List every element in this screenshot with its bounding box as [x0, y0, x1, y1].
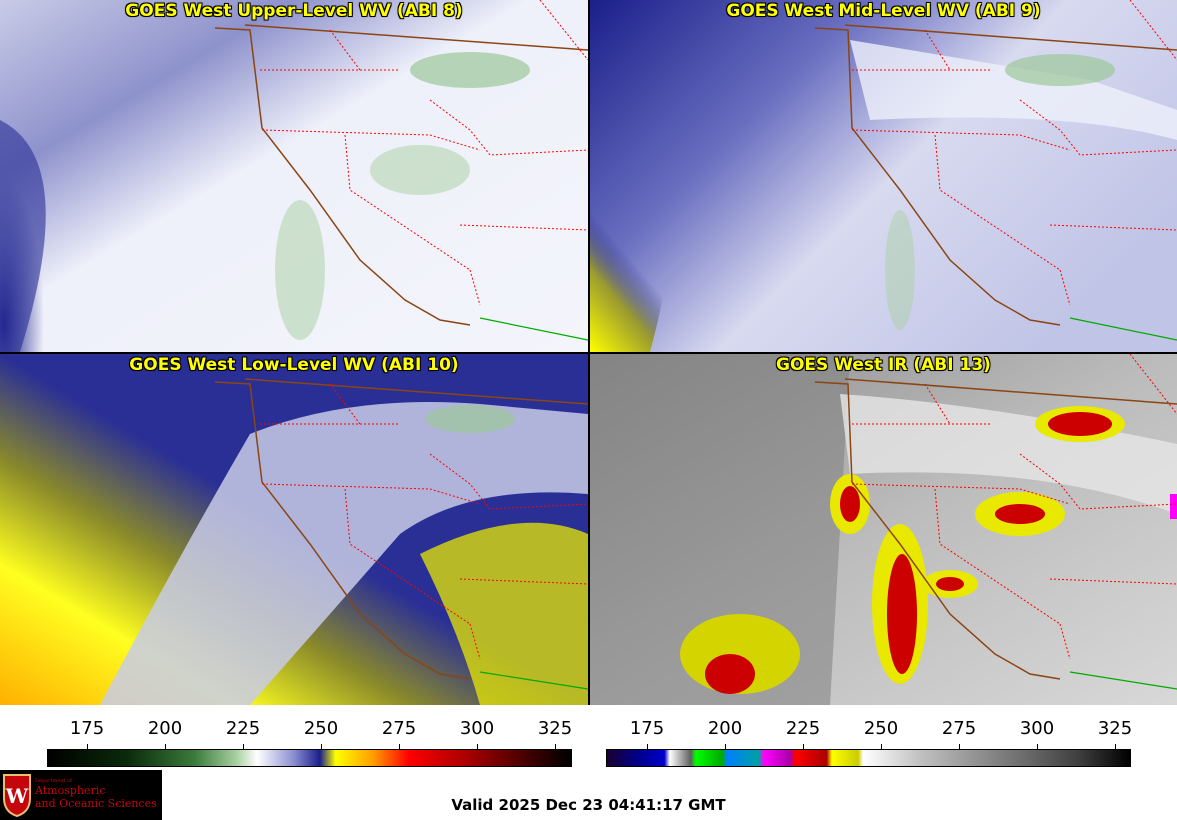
low-level-wv-image	[0, 354, 588, 705]
wv-colorbar: 175 200 225 250 275 300 325	[0, 706, 588, 768]
wv-tick-label: 275	[381, 718, 417, 739]
panel-title-low-level-wv: GOES West Low-Level WV (ABI 10)	[129, 355, 459, 375]
wv-colorbar-gradient	[47, 749, 572, 767]
ir-tick-label: 225	[785, 718, 821, 739]
logo-line-1: Atmospheric	[35, 784, 106, 797]
panel-title-ir: GOES West IR (ABI 13)	[776, 355, 991, 375]
wv-tick-label: 250	[303, 718, 339, 739]
panel-low-level-wv: GOES West Low-Level WV (ABI 10)	[0, 354, 588, 705]
panel-ir: GOES West IR (ABI 13)	[590, 354, 1177, 705]
wv-tick-label: 200	[147, 718, 183, 739]
ir-tick-label: 325	[1097, 718, 1133, 739]
wv-tick-label: 325	[537, 718, 573, 739]
panel-title-upper-level-wv: GOES West Upper-Level WV (ABI 8)	[125, 1, 463, 21]
ir-tick-label: 300	[1019, 718, 1055, 739]
ir-colorbar-gradient	[606, 749, 1131, 767]
ir-tick-label: 175	[629, 718, 665, 739]
valid-time: Valid 2025 Dec 23 04:41:17 GMT	[451, 796, 726, 814]
uw-aos-logo: W Department of Atmospheric and Oceanic …	[0, 770, 162, 820]
ir-tick-label: 200	[707, 718, 743, 739]
panel-divider-horizontal	[0, 352, 1177, 354]
ir-tick-label: 275	[941, 718, 977, 739]
ir-image	[590, 354, 1177, 705]
panel-title-mid-level-wv: GOES West Mid-Level WV (ABI 9)	[726, 1, 1041, 21]
logo-dept-text: Department of	[35, 778, 72, 784]
wv-tick-label: 300	[459, 718, 495, 739]
panel-upper-level-wv: GOES West Upper-Level WV (ABI 8)	[0, 0, 588, 352]
wv-tick-label: 175	[69, 718, 105, 739]
svg-text:W: W	[5, 784, 29, 808]
ir-tick-label: 250	[863, 718, 899, 739]
ir-colorbar: 175 200 225 250 275 300 325	[590, 706, 1177, 768]
wv-tick-label: 225	[225, 718, 261, 739]
mid-level-wv-image	[590, 0, 1177, 352]
uw-crest-icon: W	[3, 774, 31, 818]
panel-mid-level-wv: GOES West Mid-Level WV (ABI 9)	[590, 0, 1177, 352]
upper-level-wv-image	[0, 0, 588, 352]
logo-line-2: and Oceanic Sciences	[35, 797, 157, 810]
